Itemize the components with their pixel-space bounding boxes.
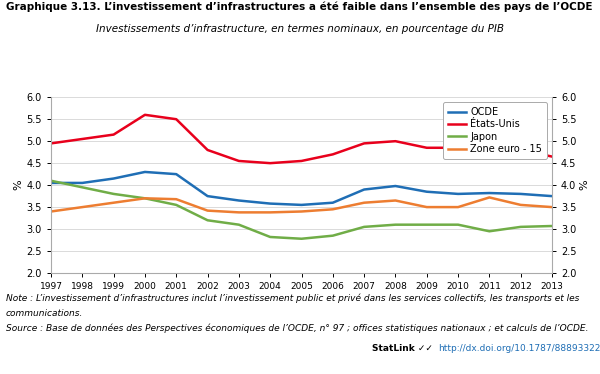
Y-axis label: %: % [14, 180, 23, 190]
Text: Source : Base de données des Perspectives économiques de l’OCDE, n° 97 ; offices: Source : Base de données des Perspective… [6, 324, 589, 333]
Text: Graphique 3.13. L’investissement d’infrastructures a été faible dans l’ensemble : Graphique 3.13. L’investissement d’infra… [6, 2, 593, 12]
Text: Investissements d’infrastructure, en termes nominaux, en pourcentage du PIB: Investissements d’infrastructure, en ter… [96, 24, 504, 34]
Y-axis label: %: % [580, 180, 589, 190]
Legend: OCDE, États-Unis, Japon, Zone euro - 15: OCDE, États-Unis, Japon, Zone euro - 15 [443, 102, 547, 159]
Text: Note : L’investissement d’infrastructures inclut l’investissement public et priv: Note : L’investissement d’infrastructure… [6, 294, 580, 303]
Text: communications.: communications. [6, 309, 83, 318]
Text: StatLink ✓✓: StatLink ✓✓ [372, 344, 436, 353]
Text: http://dx.doi.org/10.1787/888933226413: http://dx.doi.org/10.1787/888933226413 [438, 344, 600, 353]
